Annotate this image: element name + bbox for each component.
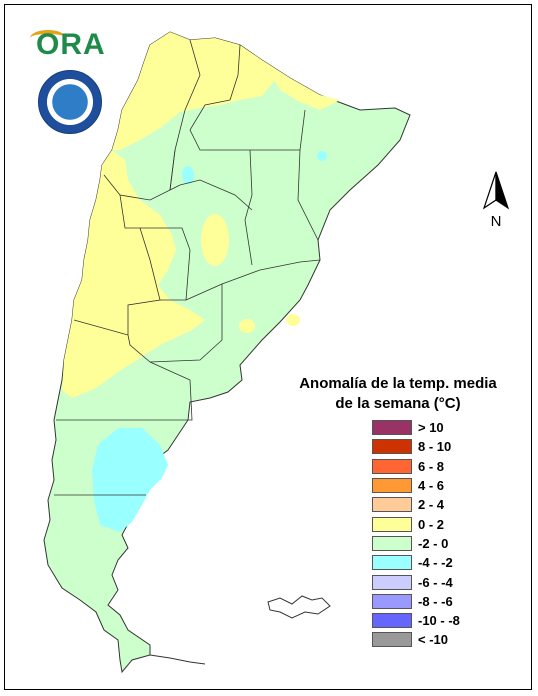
legend-label: < -10	[418, 632, 448, 648]
warm-spot-cuyo	[124, 264, 156, 280]
north-arrow-icon: N	[482, 171, 510, 230]
warm-spot-center	[201, 214, 229, 266]
north-label: N	[491, 213, 502, 230]
tierra-del-fuego-coast	[149, 654, 206, 665]
legend-item: < -10	[372, 630, 460, 649]
legend-label: 4 - 6	[418, 478, 445, 494]
legend-item: 2 - 4	[372, 495, 460, 514]
legend-label: -4 - -2	[418, 555, 453, 571]
legend-item: -4 - -2	[372, 553, 460, 572]
legend-title-line1: Anomalía de la temp. media	[299, 375, 497, 392]
legend-item: -10 - -8	[372, 611, 460, 630]
legend-label: -6 - -4	[418, 574, 453, 590]
ora-logo-swoosh-icon	[30, 30, 66, 46]
legend-swatch	[372, 613, 412, 629]
legend-item: -6 - -4	[372, 572, 460, 591]
legend-swatch	[372, 478, 412, 494]
legend-swatch	[372, 516, 412, 532]
legend-swatch	[372, 439, 412, 455]
legend-item: 8 - 10	[372, 437, 460, 456]
cool-spot-north	[182, 166, 194, 184]
legend-swatch	[372, 420, 412, 436]
legend-label: 2 - 4	[418, 497, 445, 513]
legend-label: -10 - -8	[418, 613, 460, 629]
legend-swatch	[372, 497, 412, 513]
smn-seal-icon	[38, 70, 102, 134]
legend-label: -8 - -6	[418, 593, 453, 609]
legend-swatch	[372, 632, 412, 648]
legend-title-line2: de la semana (°C)	[335, 395, 461, 412]
legend-item: -2 - 0	[372, 534, 460, 553]
province-borders	[54, 39, 321, 496]
legend-item: 6 - 8	[372, 457, 460, 476]
legend: > 10 8 - 10 6 - 8 4 - 6 2 - 4 0 - 2 -2 - 0 -4 -…	[372, 418, 460, 650]
legend-item: 4 - 6	[372, 476, 460, 495]
cool-spot-northeast	[317, 151, 327, 161]
legend-swatch	[372, 593, 412, 609]
legend-item: 0 - 2	[372, 514, 460, 533]
warm-spot-pampas-2	[286, 314, 300, 326]
warm-spot-pampas-1	[239, 319, 255, 333]
legend-label: 6 - 8	[418, 458, 445, 474]
legend-label: 0 - 2	[418, 516, 445, 532]
ora-logo: ORA	[36, 28, 106, 61]
legend-swatch	[372, 555, 412, 571]
legend-label: -2 - 0	[418, 535, 449, 551]
legend-title: Anomalía de la temp. media de la semana …	[268, 374, 528, 414]
legend-item: > 10	[372, 418, 460, 437]
legend-swatch	[372, 458, 412, 474]
cool-patagonia	[92, 428, 168, 532]
malvinas-islands	[267, 595, 331, 619]
legend-swatch	[372, 574, 412, 590]
legend-item: -8 - -6	[372, 592, 460, 611]
legend-label: > 10	[418, 420, 444, 436]
warm-north-east-strip	[262, 60, 340, 110]
legend-swatch	[372, 535, 412, 551]
legend-label: 8 - 10	[418, 439, 452, 455]
